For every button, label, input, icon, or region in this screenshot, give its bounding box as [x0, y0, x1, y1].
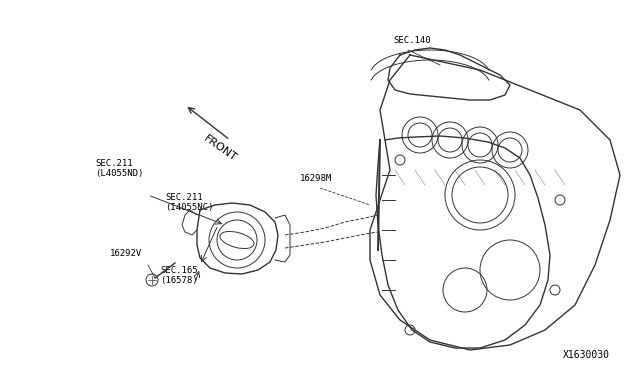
Text: FRONT: FRONT: [202, 133, 239, 163]
Text: SEC.211
(L4055ND): SEC.211 (L4055ND): [95, 158, 143, 178]
Text: 16298M: 16298M: [300, 174, 332, 183]
Text: SEC.165
(16578): SEC.165 (16578): [160, 266, 198, 285]
Text: X1630030: X1630030: [563, 350, 610, 360]
Text: 16292V: 16292V: [110, 249, 142, 258]
Text: SEC.211
(I4055NC): SEC.211 (I4055NC): [165, 193, 213, 212]
Text: SEC.140: SEC.140: [393, 36, 431, 45]
